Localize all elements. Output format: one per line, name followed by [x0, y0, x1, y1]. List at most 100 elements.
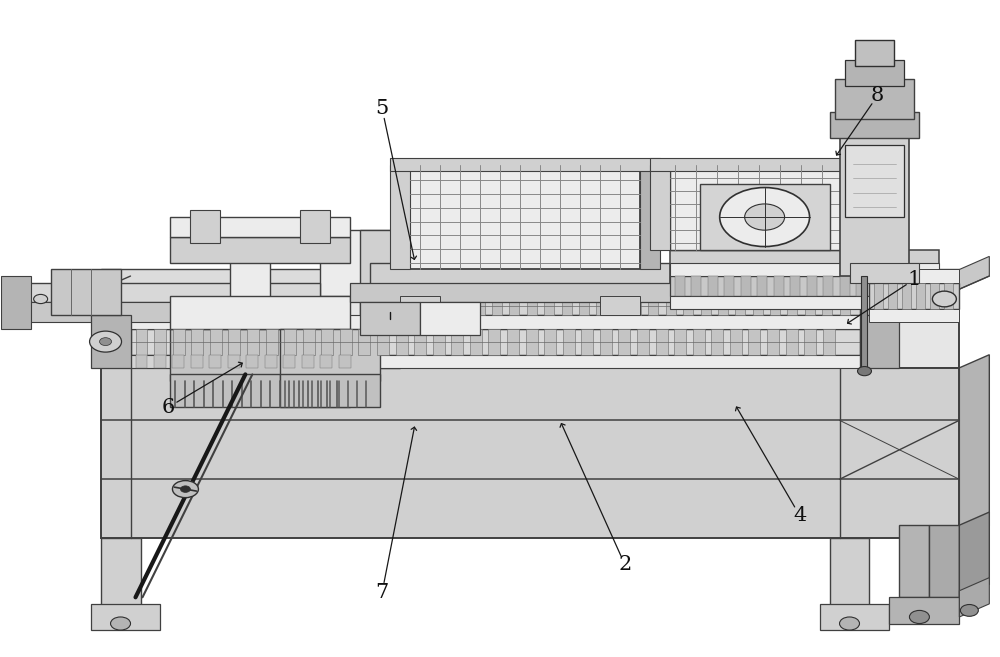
Polygon shape [154, 328, 166, 355]
Polygon shape [320, 355, 332, 368]
Polygon shape [840, 296, 850, 315]
Polygon shape [170, 296, 350, 328]
Polygon shape [786, 328, 798, 355]
Polygon shape [350, 283, 680, 302]
Polygon shape [509, 296, 519, 315]
Polygon shape [666, 296, 676, 315]
Polygon shape [579, 296, 589, 315]
Polygon shape [637, 328, 649, 355]
Polygon shape [700, 184, 830, 250]
Polygon shape [266, 328, 278, 355]
Polygon shape [340, 328, 352, 355]
Polygon shape [618, 328, 630, 355]
Polygon shape [228, 355, 240, 368]
Polygon shape [488, 328, 500, 355]
Polygon shape [872, 276, 882, 296]
Polygon shape [600, 296, 640, 315]
Polygon shape [656, 328, 668, 355]
Polygon shape [280, 328, 380, 381]
Polygon shape [321, 328, 333, 355]
Polygon shape [433, 328, 445, 355]
Polygon shape [869, 309, 959, 322]
Circle shape [858, 367, 871, 376]
Polygon shape [730, 328, 742, 355]
Polygon shape [860, 315, 899, 368]
Polygon shape [91, 604, 160, 630]
Polygon shape [674, 328, 686, 355]
Polygon shape [191, 328, 203, 355]
Polygon shape [410, 165, 640, 269]
Polygon shape [614, 296, 624, 315]
Polygon shape [154, 355, 166, 368]
Polygon shape [787, 296, 797, 315]
Polygon shape [693, 328, 705, 355]
Polygon shape [683, 296, 693, 315]
Polygon shape [959, 256, 989, 289]
Text: 6: 6 [162, 397, 175, 417]
Polygon shape [101, 538, 141, 610]
Polygon shape [457, 296, 467, 315]
Polygon shape [959, 578, 989, 617]
Polygon shape [280, 374, 380, 407]
Polygon shape [247, 328, 259, 355]
Polygon shape [650, 165, 670, 250]
Polygon shape [850, 263, 919, 283]
Circle shape [932, 291, 956, 307]
Polygon shape [748, 328, 760, 355]
Polygon shape [170, 328, 350, 381]
Polygon shape [440, 296, 450, 315]
Polygon shape [701, 296, 711, 315]
Polygon shape [283, 355, 295, 368]
Polygon shape [284, 328, 296, 355]
Polygon shape [889, 597, 959, 623]
Polygon shape [230, 230, 270, 374]
Polygon shape [648, 296, 658, 315]
Polygon shape [902, 283, 911, 309]
Polygon shape [170, 237, 350, 263]
Polygon shape [922, 276, 932, 296]
Polygon shape [131, 355, 860, 368]
Polygon shape [691, 276, 701, 296]
Polygon shape [339, 355, 351, 368]
Polygon shape [804, 328, 816, 355]
Polygon shape [959, 512, 989, 597]
Polygon shape [840, 276, 850, 296]
Polygon shape [320, 230, 400, 296]
Polygon shape [830, 112, 919, 139]
Polygon shape [360, 230, 400, 368]
Polygon shape [770, 296, 780, 315]
Polygon shape [753, 296, 763, 315]
Polygon shape [861, 276, 867, 368]
Polygon shape [959, 355, 989, 538]
Polygon shape [735, 296, 745, 315]
Text: 2: 2 [618, 555, 631, 574]
Polygon shape [400, 296, 440, 315]
Polygon shape [855, 40, 894, 66]
Polygon shape [869, 269, 959, 283]
Polygon shape [675, 276, 685, 296]
Polygon shape [390, 158, 660, 171]
Polygon shape [420, 302, 480, 335]
Polygon shape [170, 374, 350, 407]
Polygon shape [708, 276, 718, 296]
Circle shape [720, 187, 810, 246]
Polygon shape [1, 283, 320, 302]
Polygon shape [101, 289, 959, 368]
Polygon shape [209, 355, 221, 368]
Polygon shape [670, 263, 939, 276]
Polygon shape [136, 355, 147, 368]
Polygon shape [302, 355, 314, 368]
Polygon shape [874, 283, 883, 309]
Circle shape [909, 610, 929, 623]
Circle shape [960, 604, 978, 616]
Polygon shape [360, 302, 420, 335]
Polygon shape [51, 269, 121, 315]
Polygon shape [823, 276, 833, 296]
Polygon shape [451, 328, 463, 355]
Polygon shape [889, 276, 899, 296]
Polygon shape [303, 328, 315, 355]
Polygon shape [805, 296, 815, 315]
Polygon shape [822, 296, 832, 315]
Polygon shape [856, 276, 866, 296]
Text: 5: 5 [376, 99, 389, 118]
